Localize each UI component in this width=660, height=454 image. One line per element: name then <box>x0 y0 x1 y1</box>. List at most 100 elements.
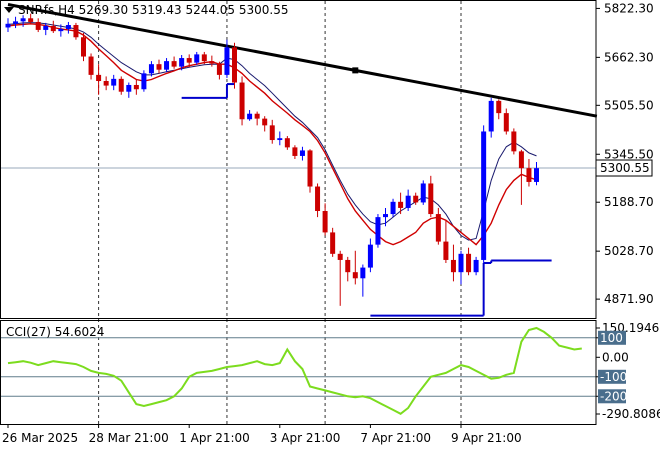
candle-body <box>202 54 207 61</box>
candle-body <box>217 64 222 75</box>
dropdown-arrow-icon[interactable] <box>4 7 14 13</box>
candle-body <box>481 131 486 259</box>
candle-body <box>270 125 275 140</box>
price-axis-label: 5028.70 <box>604 244 654 258</box>
candle-body <box>459 254 464 272</box>
candle-body <box>58 29 63 31</box>
candle-body <box>126 85 131 92</box>
candle-body <box>421 183 426 202</box>
support-steps-layer <box>182 84 552 316</box>
candle-body <box>66 25 71 29</box>
symbol-label: SNP.fs,H4 <box>18 3 75 17</box>
downtrend-line <box>8 5 597 117</box>
cci-axis-label: -200 <box>600 389 627 403</box>
candle-body <box>443 242 448 260</box>
candle-body <box>391 202 396 214</box>
price-axis-label: 5822.30 <box>604 1 654 15</box>
candle-body <box>111 79 116 86</box>
candle-body <box>300 150 305 156</box>
axes-layer: 5822.305662.305505.505345.505188.705028.… <box>1 1 660 446</box>
candle-body <box>262 119 267 126</box>
candle-body <box>451 260 456 272</box>
time-axis-label: 7 Apr 21:00 <box>360 431 431 445</box>
candle-body <box>436 214 441 242</box>
candle-body <box>194 54 199 62</box>
cci-line <box>8 328 582 414</box>
candle-body <box>134 85 139 89</box>
candle-body <box>345 260 350 272</box>
price-axis-label: 5662.30 <box>604 50 654 64</box>
cci-axis-label: 0.00 <box>602 350 629 364</box>
candle-body <box>308 150 313 186</box>
candle-body <box>489 101 494 132</box>
trendline-layer <box>8 5 597 117</box>
candle-body <box>43 26 48 30</box>
candle-body <box>338 254 343 260</box>
cci-axis-label: -290.8086 <box>602 407 660 421</box>
candle-body <box>187 58 192 63</box>
candle-body <box>141 73 146 89</box>
candle-body <box>413 196 418 203</box>
candle-body <box>285 138 290 147</box>
candle-body <box>353 272 358 278</box>
current-price-label: 5300.55 <box>600 161 650 175</box>
candle-body <box>368 245 373 268</box>
candle-body <box>51 26 56 31</box>
candle-body <box>511 131 516 151</box>
candle-body <box>36 22 41 30</box>
cci-indicator-label: CCI(27) 54.6024 <box>6 325 104 339</box>
candle-body <box>232 47 237 82</box>
candle-body <box>104 81 109 86</box>
candle-body <box>164 61 169 70</box>
time-axis-label: 9 Apr 21:00 <box>451 431 522 445</box>
cci-axis-label: -100 <box>600 370 627 384</box>
candle-body <box>172 61 177 67</box>
candle-body <box>534 168 539 182</box>
time-axis-label: 28 Mar 21:00 <box>89 431 169 445</box>
cci-axis-label: 100 <box>600 331 623 345</box>
time-axis-label: 1 Apr 21:00 <box>179 431 250 445</box>
candle-body <box>240 83 245 120</box>
price-axis-label: 5505.50 <box>604 98 654 112</box>
candle-body <box>406 196 411 208</box>
candle-body <box>73 25 78 37</box>
candle-body <box>209 61 214 63</box>
candle-body <box>255 114 260 119</box>
candle-body <box>81 37 86 56</box>
candle-body <box>89 57 94 75</box>
candle-body <box>21 18 26 21</box>
cci-layer <box>1 328 596 414</box>
candle-body <box>375 217 380 245</box>
candle-body <box>526 168 531 182</box>
candle-body <box>315 187 320 211</box>
ohlc-readout: 5269.30 5319.43 5244.05 5300.55 <box>79 3 289 17</box>
candle-body <box>149 64 154 73</box>
time-axis-label: 26 Mar 2025 <box>2 431 78 445</box>
candle-body <box>96 75 101 81</box>
main-pane-frame <box>1 1 597 319</box>
price-axis-label: 5345.50 <box>604 147 654 161</box>
candle-body <box>28 18 33 22</box>
candle-body <box>330 232 335 253</box>
candle-body <box>119 79 124 92</box>
candle-body <box>504 113 509 131</box>
candle-body <box>360 268 365 279</box>
candle-body <box>6 24 11 28</box>
chart-title: SNP.fs,H4 5269.30 5319.43 5244.05 5300.5… <box>4 3 289 17</box>
candle-body <box>277 138 282 140</box>
candle-body <box>323 211 328 232</box>
candle-body <box>519 151 524 168</box>
candle-body <box>383 214 388 217</box>
trendline-anchor <box>352 67 358 73</box>
candle-body <box>496 101 501 113</box>
candle-body <box>428 183 433 214</box>
candle-body <box>398 202 403 208</box>
price-axis-label: 4871.90 <box>604 292 654 306</box>
candle-body <box>224 47 229 75</box>
candle-body <box>13 21 18 23</box>
candle-body <box>474 260 479 272</box>
candle-body <box>466 254 471 272</box>
candle-body <box>157 64 162 70</box>
